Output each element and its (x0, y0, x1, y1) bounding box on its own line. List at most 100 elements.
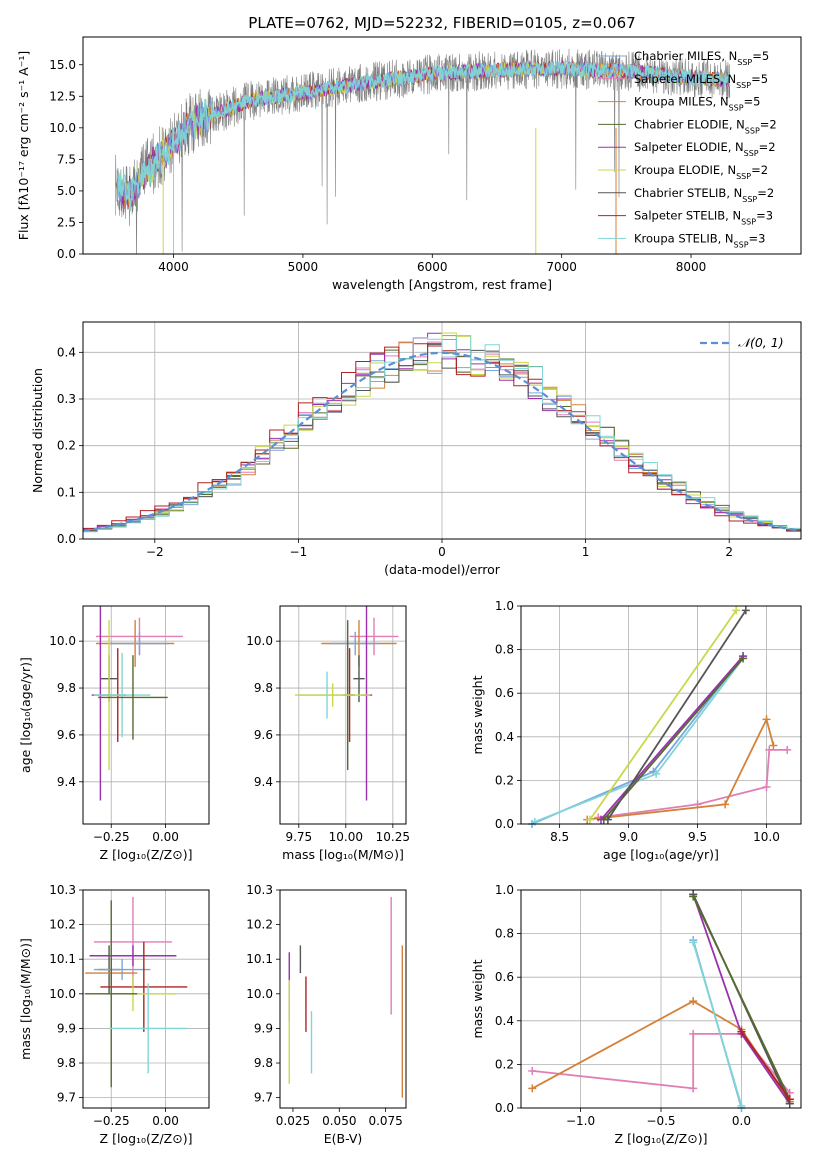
y-tick-label: 10.3 (49, 883, 76, 897)
plot-area (528, 890, 794, 1112)
series-line (603, 606, 750, 824)
y-tick-label: 15.0 (49, 58, 76, 72)
plus-marker (603, 815, 612, 824)
y-tick-label: 10.0 (49, 121, 76, 135)
data-point (349, 617, 399, 656)
data-point (93, 959, 151, 980)
legend-equals: = (744, 95, 754, 109)
series-line (585, 606, 741, 824)
legend-equals: = (751, 72, 761, 86)
series-path (534, 657, 744, 823)
legend-series-name: Chabrier STELIB, N (634, 186, 742, 200)
plus-marker (528, 1084, 537, 1093)
legend-nssp-value: 3 (758, 231, 765, 245)
x-tick-label: −0.25 (93, 830, 130, 844)
y-tick-label: 0.8 (495, 643, 514, 657)
age-vs-metallicity-panel: −0.25 0.00 9.4 9.6 9.8 10.0 Z [log₁₀(Z/Z⊙)] age… (18, 605, 210, 862)
y-tick-label: 5.0 (57, 184, 76, 198)
x-tick-label: 8.5 (550, 830, 569, 844)
legend-subscript: SSP (729, 103, 744, 112)
y-axis-label: age [log₁₀(age/yr)] (18, 657, 33, 773)
x-tick-label: 5000 (288, 260, 319, 274)
x-tick-label: −1 (290, 545, 308, 559)
legend-equals: = (757, 186, 767, 200)
series-line (583, 715, 778, 824)
ticks: 0.025 0.050 0.075 9.7 9.8 9.9 10.0 10.1 10.2 10.3 (246, 883, 403, 1128)
plot-frame (520, 889, 802, 1109)
normal-distribution-curve (83, 351, 801, 532)
series-path (603, 657, 744, 821)
age-vs-mass-panel: 9.75 10.00 10.25 9.4 9.6 9.8 10.0 mass [log₁₀(M… (246, 605, 410, 862)
legend-subscript: SSP (741, 217, 756, 226)
y-tick-label: 9.9 (57, 1021, 76, 1035)
y-tick-label: 10.3 (246, 883, 273, 897)
plus-marker (689, 1029, 698, 1038)
y-tick-label: 0.3 (57, 392, 76, 406)
y-axis-label: Flux [fλ10⁻¹⁷ erg cm⁻² s⁻¹ A⁻¹] (16, 51, 31, 240)
data-point (111, 631, 168, 656)
grid (521, 605, 801, 825)
ticks: −0.25 0.00 9.4 9.6 9.8 10.0 (49, 634, 179, 844)
data-point (295, 683, 371, 707)
y-tick-label: 10.2 (49, 918, 76, 932)
plot-wrapper (528, 890, 794, 1112)
y-tick-label: 0.0 (495, 1101, 514, 1115)
y-tick-label: 9.8 (254, 681, 273, 695)
legend-series-name: Salpeter MILES, N (634, 72, 736, 86)
plot-frame (279, 605, 407, 825)
x-tick-label: 0.025 (276, 1114, 310, 1128)
legend-equals: = (756, 209, 766, 223)
y-axis-label: mass [log₁₀(M/M⊙)] (18, 938, 33, 1060)
legend-equals: = (760, 117, 770, 131)
plus-marker (585, 815, 594, 824)
plus-marker (721, 800, 730, 809)
legend-nssp-value: 5 (761, 72, 768, 86)
x-tick-label: 10.0 (753, 830, 780, 844)
x-tick-label: 0.0 (732, 1114, 751, 1128)
chart-title: PLATE=0762, MJD=52232, FIBERID=0105, z=0… (248, 14, 635, 32)
y-tick-label: 0.4 (495, 730, 514, 744)
plus-marker (652, 769, 661, 778)
series-path (607, 609, 747, 821)
plot-frame (279, 889, 407, 1109)
y-tick-label: 0.6 (495, 686, 514, 700)
legend-nssp-value: 3 (766, 209, 773, 223)
legend-entry: Chabrier ELODIE, NSSP=2 (634, 117, 777, 135)
y-tick-label: 9.7 (57, 1091, 76, 1105)
plus-marker (528, 1066, 537, 1075)
plot-frame (520, 605, 802, 825)
series-line (528, 652, 748, 828)
plot-area (115, 48, 731, 254)
ticks: 8.5 9.0 9.5 10.0 0.0 0.2 0.4 0.6 0.8 1.0 (495, 599, 780, 844)
ticks: 9.75 10.00 10.25 9.4 9.6 9.8 10.0 (246, 634, 410, 844)
legend-series-name: Kroupa ELODIE, N (634, 163, 736, 177)
legend-entry: Chabrier MILES, NSSP=5 (634, 49, 769, 67)
legend-entry: 𝒩(0, 1) (738, 335, 784, 350)
y-tick-label: 0.0 (57, 532, 76, 546)
x-tick-label: 0.00 (152, 1114, 179, 1128)
data-point (353, 655, 365, 703)
x-tick-label: 9.75 (285, 830, 312, 844)
y-tick-label: 10.0 (246, 634, 273, 648)
data-point (89, 945, 177, 967)
series-path (589, 609, 737, 821)
y-tick-label: 9.8 (254, 1056, 273, 1070)
y-tick-label: 2.5 (57, 215, 76, 229)
series-path (531, 655, 744, 825)
grid (83, 606, 209, 824)
grid (280, 606, 406, 824)
x-tick-label: −0.5 (646, 1114, 675, 1128)
y-tick-label: 0.1 (57, 485, 76, 499)
legend-subscript: SSP (734, 240, 749, 249)
plot-area (528, 606, 792, 828)
data-point (93, 896, 173, 987)
data-point (330, 631, 380, 656)
x-axis-label: Z [log₁₀(Z/Z⊙)] (615, 1131, 708, 1146)
y-tick-label: 9.4 (254, 775, 273, 789)
series-path (740, 1031, 791, 1100)
y-tick-label: 0.2 (57, 439, 76, 453)
data-point (98, 655, 168, 740)
series-path (600, 655, 744, 821)
plus-marker (762, 782, 771, 791)
